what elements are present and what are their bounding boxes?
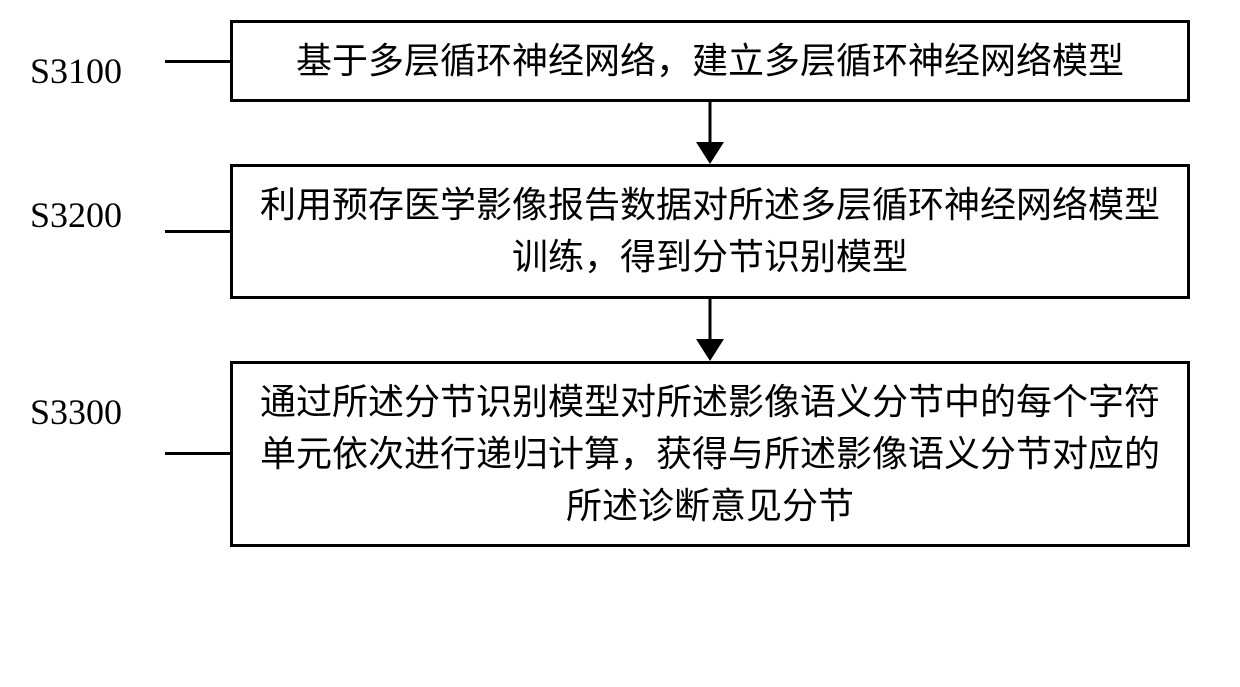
- label-connector-line: [165, 452, 230, 455]
- arrow-head-icon: [696, 339, 724, 361]
- flowchart-container: S3100 基于多层循环神经网络，建立多层循环神经网络模型 S3200 利用预存…: [0, 20, 1240, 547]
- step-label: S3100: [0, 50, 165, 92]
- step-label: S3200: [0, 194, 165, 236]
- flow-box-text: 基于多层循环神经网络，建立多层循环神经网络模型: [296, 35, 1124, 87]
- label-connector-line: [165, 230, 230, 233]
- flow-box: 利用预存医学影像报告数据对所述多层循环神经网络模型训练，得到分节识别模型: [230, 164, 1190, 298]
- flow-step: S3200 利用预存医学影像报告数据对所述多层循环神经网络模型训练，得到分节识别…: [0, 164, 1240, 298]
- flow-step: S3300 通过所述分节识别模型对所述影像语义分节中的每个字符单元依次进行递归计…: [0, 361, 1240, 548]
- step-label: S3300: [0, 391, 165, 433]
- arrow-shaft: [709, 102, 712, 146]
- flow-box-text: 利用预存医学影像报告数据对所述多层循环神经网络模型训练，得到分节识别模型: [253, 179, 1167, 283]
- flow-arrow: [230, 299, 1190, 361]
- flow-box: 通过所述分节识别模型对所述影像语义分节中的每个字符单元依次进行递归计算，获得与所…: [230, 361, 1190, 548]
- flow-step: S3100 基于多层循环神经网络，建立多层循环神经网络模型: [0, 20, 1240, 102]
- arrow-head-icon: [696, 142, 724, 164]
- flow-box-text: 通过所述分节识别模型对所述影像语义分节中的每个字符单元依次进行递归计算，获得与所…: [253, 376, 1167, 533]
- flow-box: 基于多层循环神经网络，建立多层循环神经网络模型: [230, 20, 1190, 102]
- arrow-shaft: [709, 299, 712, 343]
- flow-arrow: [230, 102, 1190, 164]
- label-connector-line: [165, 60, 230, 63]
